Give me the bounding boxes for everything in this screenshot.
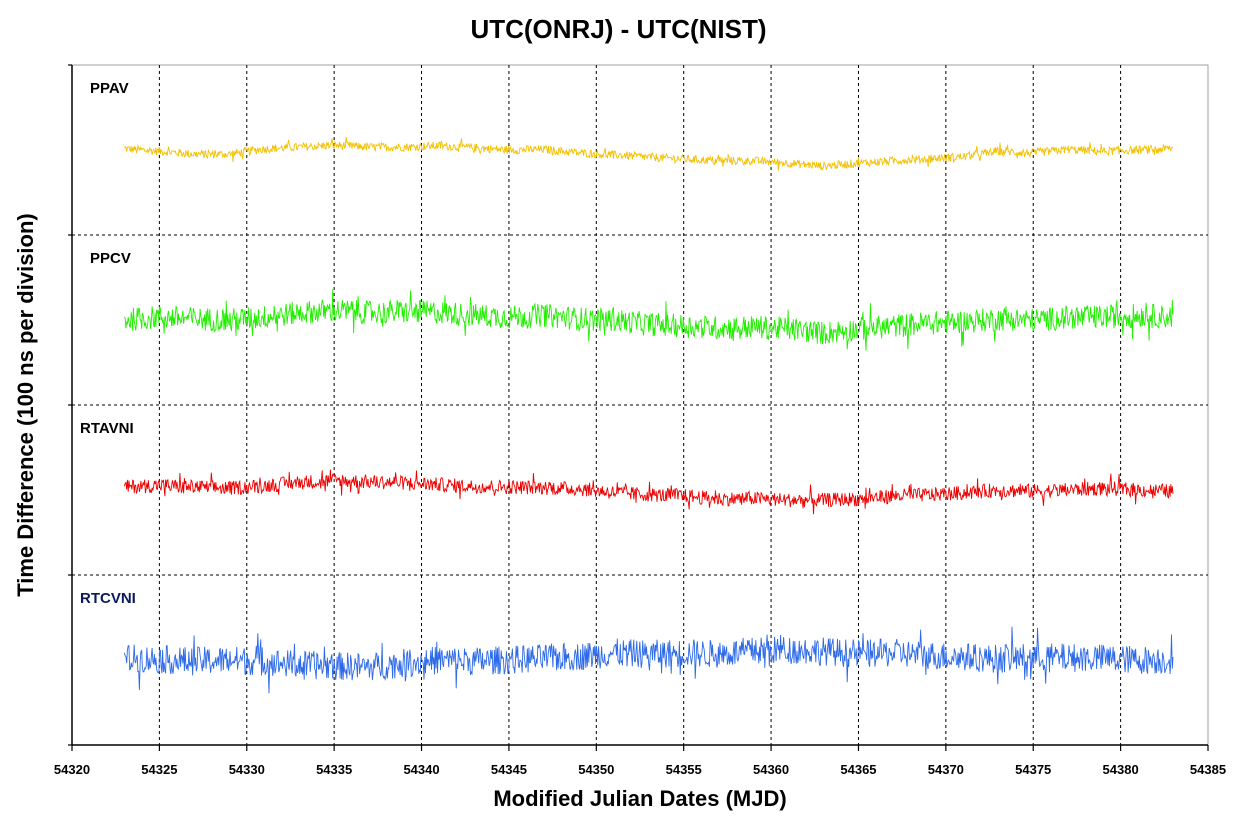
x-tick-label: 54380 [1103, 762, 1139, 777]
x-tick-label: 54385 [1190, 762, 1226, 777]
x-tick-label: 54320 [54, 762, 90, 777]
series-line-rtavni [123, 469, 1174, 515]
series-label-rtcvni: RTCVNI [80, 590, 136, 607]
series-label-ppav: PPAV [90, 80, 129, 97]
series-label-rtavni: RTAVNI [80, 420, 134, 437]
x-tick-label: 54340 [403, 762, 439, 777]
x-tick-label: 54345 [491, 762, 527, 777]
series-line-ppav [124, 136, 1174, 171]
x-tick-label: 54365 [840, 762, 876, 777]
x-tick-label: 54325 [141, 762, 177, 777]
x-axis-label: Modified Julian Dates (MJD) [493, 786, 787, 811]
series-line-ppcv [124, 289, 1174, 351]
x-tick-label: 54375 [1015, 762, 1051, 777]
series-label-ppcv: PPCV [90, 250, 131, 267]
x-tick-label: 54330 [229, 762, 265, 777]
x-tick-label: 54360 [753, 762, 789, 777]
x-tick-label: 54335 [316, 762, 352, 777]
series-line-rtcvni [123, 626, 1174, 694]
x-tick-label: 54370 [928, 762, 964, 777]
chart-title: UTC(ONRJ) - UTC(NIST) [470, 14, 767, 44]
x-tick-label: 54350 [578, 762, 614, 777]
x-tick-label: 54355 [666, 762, 702, 777]
